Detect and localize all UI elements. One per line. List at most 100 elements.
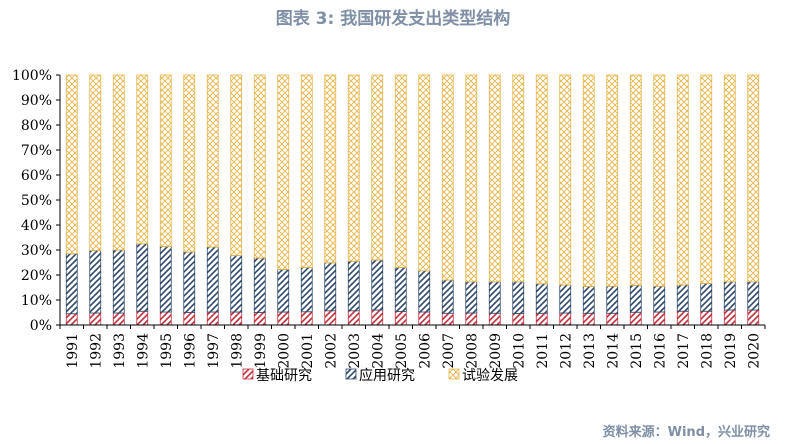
bar-segment-0-1997: [206, 311, 219, 326]
bar-segment-0-1993: [112, 312, 125, 326]
x-tick-label: 2008: [464, 333, 480, 369]
bar-segment-0-1998: [230, 311, 243, 326]
plot-area: [65, 74, 760, 326]
bar-segment-2-2015: [629, 74, 642, 286]
bar-segment-0-1994: [136, 310, 149, 326]
bar-segment-1-2014: [606, 285, 619, 314]
bar-segment-1-2006: [418, 270, 431, 313]
bar-segment-1-2015: [629, 284, 642, 313]
bar-segment-0-2002: [324, 310, 337, 326]
x-tick-label: 2009: [488, 333, 504, 369]
bar-segment-1-2017: [676, 284, 689, 312]
bar-segment-0-2017: [676, 310, 689, 326]
y-tick-label: 20%: [21, 268, 52, 284]
bar-segment-0-2006: [418, 311, 431, 326]
bar-segment-2-2002: [324, 74, 337, 264]
x-tick-label: 2015: [629, 333, 645, 369]
bar-segment-2-1994: [136, 74, 149, 245]
bar-segment-1-1998: [230, 255, 243, 313]
x-tick-label: 2001: [300, 333, 316, 369]
bar-segment-2-2001: [300, 74, 313, 268]
x-tick-label: 2004: [370, 333, 386, 369]
bar-segment-1-1992: [89, 250, 102, 314]
bar-segment-2-1991: [65, 74, 78, 255]
x-tick-label: 2017: [676, 333, 692, 369]
x-tick-label: 2011: [535, 333, 551, 369]
bar-segment-1-2007: [441, 279, 454, 314]
y-tick-label: 60%: [21, 168, 52, 184]
bar-segment-1-1991: [65, 253, 78, 315]
bar-segment-1-2005: [394, 267, 407, 312]
legend-label-1: 应用研究: [359, 367, 415, 384]
x-tick-label: 2002: [323, 333, 339, 369]
bar-segment-1-2003: [347, 260, 360, 312]
axes: 0% 10% 20% 30% 40% 50% 60% 70% 80% 90% 100% 1991 199…: [12, 68, 766, 369]
y-tick-label: 30%: [21, 243, 52, 259]
y-tick-label: 100%: [12, 68, 52, 84]
bar-segment-1-2013: [582, 286, 595, 314]
bar-segment-0-2008: [465, 312, 478, 326]
bar-segment-0-2020: [747, 309, 760, 326]
x-tick-label: 2005: [394, 333, 410, 369]
bar-segment-1-1993: [112, 249, 125, 314]
y-tick-label: 50%: [21, 193, 52, 209]
x-tick-label: 2003: [347, 333, 363, 369]
bar-segment-2-2008: [465, 74, 478, 283]
legend-label-0: 基础研究: [256, 367, 312, 384]
bar-segment-0-2015: [629, 311, 642, 326]
x-tick-label: 1994: [135, 333, 151, 369]
bar-segment-2-2007: [441, 74, 454, 281]
bar-segment-1-1997: [206, 246, 219, 313]
bar-segment-1-2009: [488, 281, 501, 314]
bar-segment-2-1993: [112, 74, 125, 251]
bar-segment-0-2018: [700, 310, 713, 326]
bar-segment-0-1999: [253, 312, 266, 326]
y-tick-label: 10%: [21, 293, 52, 309]
bar-segment-0-2001: [300, 311, 313, 326]
bar-segment-0-2011: [535, 312, 548, 326]
bar-segment-0-2019: [723, 309, 736, 326]
bar-segment-1-1995: [159, 246, 172, 313]
x-tick-label: 2020: [746, 333, 762, 369]
bar-segment-2-2016: [653, 74, 666, 287]
legend-label-2: 试验发展: [462, 368, 518, 384]
legend-swatch-2: [448, 368, 460, 380]
bar-segment-0-1995: [159, 311, 172, 326]
bar-segment-1-2016: [653, 285, 666, 313]
bar-segment-2-2017: [676, 74, 689, 286]
x-tick-label: 2000: [276, 333, 292, 369]
y-tick-label: 80%: [21, 118, 52, 134]
bar-segment-2-2006: [418, 74, 431, 272]
x-tick-label: 2014: [605, 333, 621, 369]
bar-segment-0-2012: [559, 312, 572, 326]
legend-swatch-1: [345, 368, 357, 380]
bar-segment-0-2014: [606, 312, 619, 326]
bar-segment-0-1991: [65, 313, 78, 326]
source-note: 资料来源：Wind，兴业研究: [602, 425, 770, 440]
x-tick-label: 1998: [229, 333, 245, 369]
y-tick-label: 40%: [21, 218, 52, 234]
x-tick-label: 1991: [65, 333, 81, 369]
x-tick-label: 2007: [441, 333, 457, 369]
x-tick-label: 2019: [723, 333, 739, 369]
bar-segment-0-2000: [277, 311, 290, 326]
bar-segment-1-2000: [277, 269, 290, 313]
bar-segment-0-1996: [183, 312, 196, 326]
bar-segment-2-2014: [606, 74, 619, 287]
bar-segment-0-2003: [347, 310, 360, 326]
x-tick-label: 1996: [182, 333, 198, 369]
bar-segment-2-2019: [723, 74, 736, 283]
legend: 基础研究 应用研究 试验发展: [242, 367, 518, 384]
bar-segment-0-2004: [371, 309, 384, 326]
bar-segment-1-1996: [183, 251, 196, 313]
bar-segment-2-2000: [277, 74, 290, 270]
x-tick-label: 2018: [699, 333, 715, 369]
bar-segment-2-2012: [559, 74, 572, 286]
bar-segment-2-2018: [700, 74, 713, 284]
bar-segment-2-1995: [159, 74, 172, 247]
bar-segment-2-2020: [747, 74, 760, 283]
bar-segment-2-2010: [512, 74, 525, 283]
x-tick-label: 1995: [159, 333, 175, 369]
bar-segment-0-2016: [653, 311, 666, 326]
bar-segment-2-1996: [183, 74, 196, 253]
